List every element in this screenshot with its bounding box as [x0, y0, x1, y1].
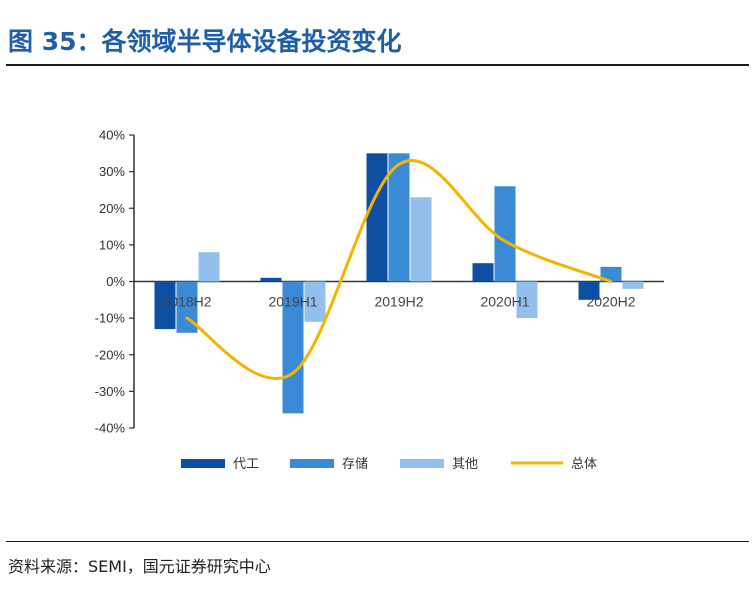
legend-label-代工: 代工 — [233, 457, 259, 472]
bar-其他-2020H1 — [516, 281, 538, 319]
bar-其他-2019H1 — [304, 281, 326, 322]
legend-label-其他: 其他 — [452, 457, 478, 472]
y-tick-label: 10% — [99, 237, 125, 252]
y-tick-label: -20% — [95, 347, 126, 362]
bar-存储-2020H1 — [494, 186, 516, 282]
bar-layer — [154, 153, 644, 414]
bar-代工-2018H2 — [154, 281, 176, 330]
legend-swatch-其他 — [400, 459, 444, 468]
legend: 代工 存储 其他 总体 — [181, 457, 597, 472]
bar-其他-2020H2 — [622, 281, 644, 289]
x-tick-label: 2020H1 — [480, 294, 529, 310]
category-label-layer: 2018H2 2019H1 2019H2 2020H1 2020H2 — [162, 294, 635, 310]
x-tick-label: 2019H2 — [374, 294, 423, 310]
line-layer — [185, 159, 613, 381]
y-tick-label: 30% — [99, 164, 125, 179]
y-tick-label: -30% — [95, 384, 126, 399]
y-tick-label: -10% — [95, 311, 126, 326]
bar-代工-2020H1 — [472, 263, 494, 282]
legend-swatch-存储 — [290, 459, 334, 468]
legend-swatch-代工 — [181, 459, 225, 468]
figure-title: 图 35：各领域半导体设备投资变化 — [8, 27, 402, 56]
source-note: 资料来源：SEMI，国元证券研究中心 — [8, 557, 271, 576]
y-tick-label: 0% — [106, 274, 125, 289]
bar-代工-2020H2 — [578, 281, 600, 300]
bar-存储-2019H2 — [388, 153, 410, 282]
chart: 40%30%20%10%0%-10%-20%-30%-40% 2018H2 201… — [95, 128, 664, 472]
bar-存储-2020H2 — [600, 266, 622, 282]
y-tick-label: 40% — [99, 128, 125, 143]
bar-其他-2019H2 — [410, 197, 432, 282]
x-tick-label: 2019H1 — [268, 294, 317, 310]
bar-代工-2019H1 — [260, 277, 282, 282]
bar-存储-2019H1 — [282, 281, 304, 414]
y-tick-label: -40% — [95, 421, 126, 436]
legend-label-总体: 总体 — [571, 457, 597, 472]
x-tick-label: 2020H2 — [586, 294, 635, 310]
bar-其他-2018H2 — [198, 252, 220, 282]
legend-label-存储: 存储 — [342, 457, 368, 472]
title-divider — [6, 64, 749, 66]
line-总体 — [185, 159, 613, 381]
source-divider — [6, 541, 749, 542]
bar-代工-2019H2 — [366, 153, 388, 282]
y-tick-label: 20% — [99, 201, 125, 216]
x-tick-label: 2018H2 — [162, 294, 211, 310]
